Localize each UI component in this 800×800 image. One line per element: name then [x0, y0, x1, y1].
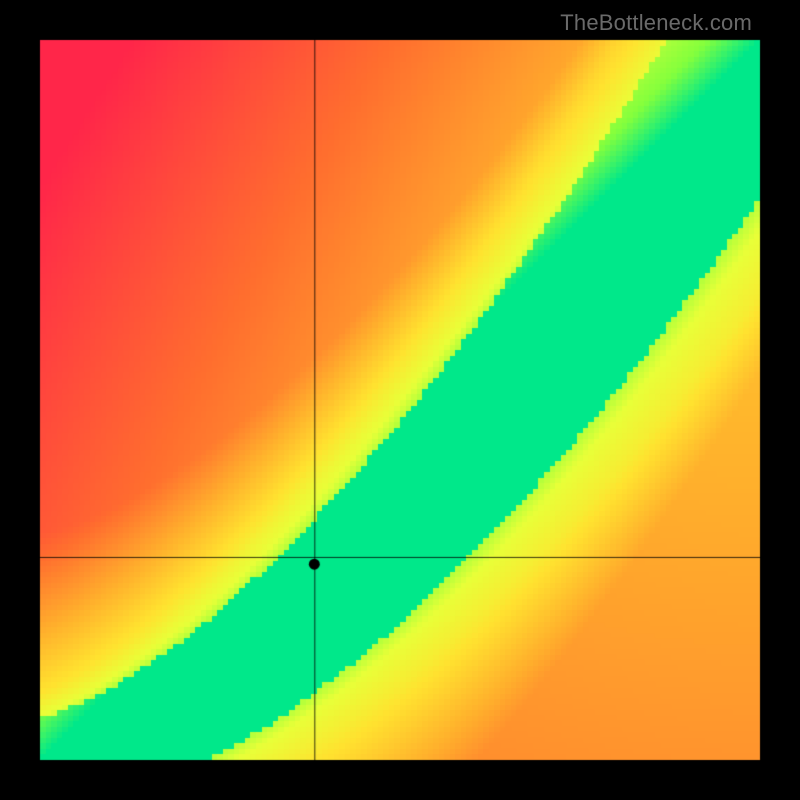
watermark-text: TheBottleneck.com [560, 10, 752, 36]
chart-container: TheBottleneck.com [0, 0, 800, 800]
heatmap-canvas [0, 0, 800, 800]
